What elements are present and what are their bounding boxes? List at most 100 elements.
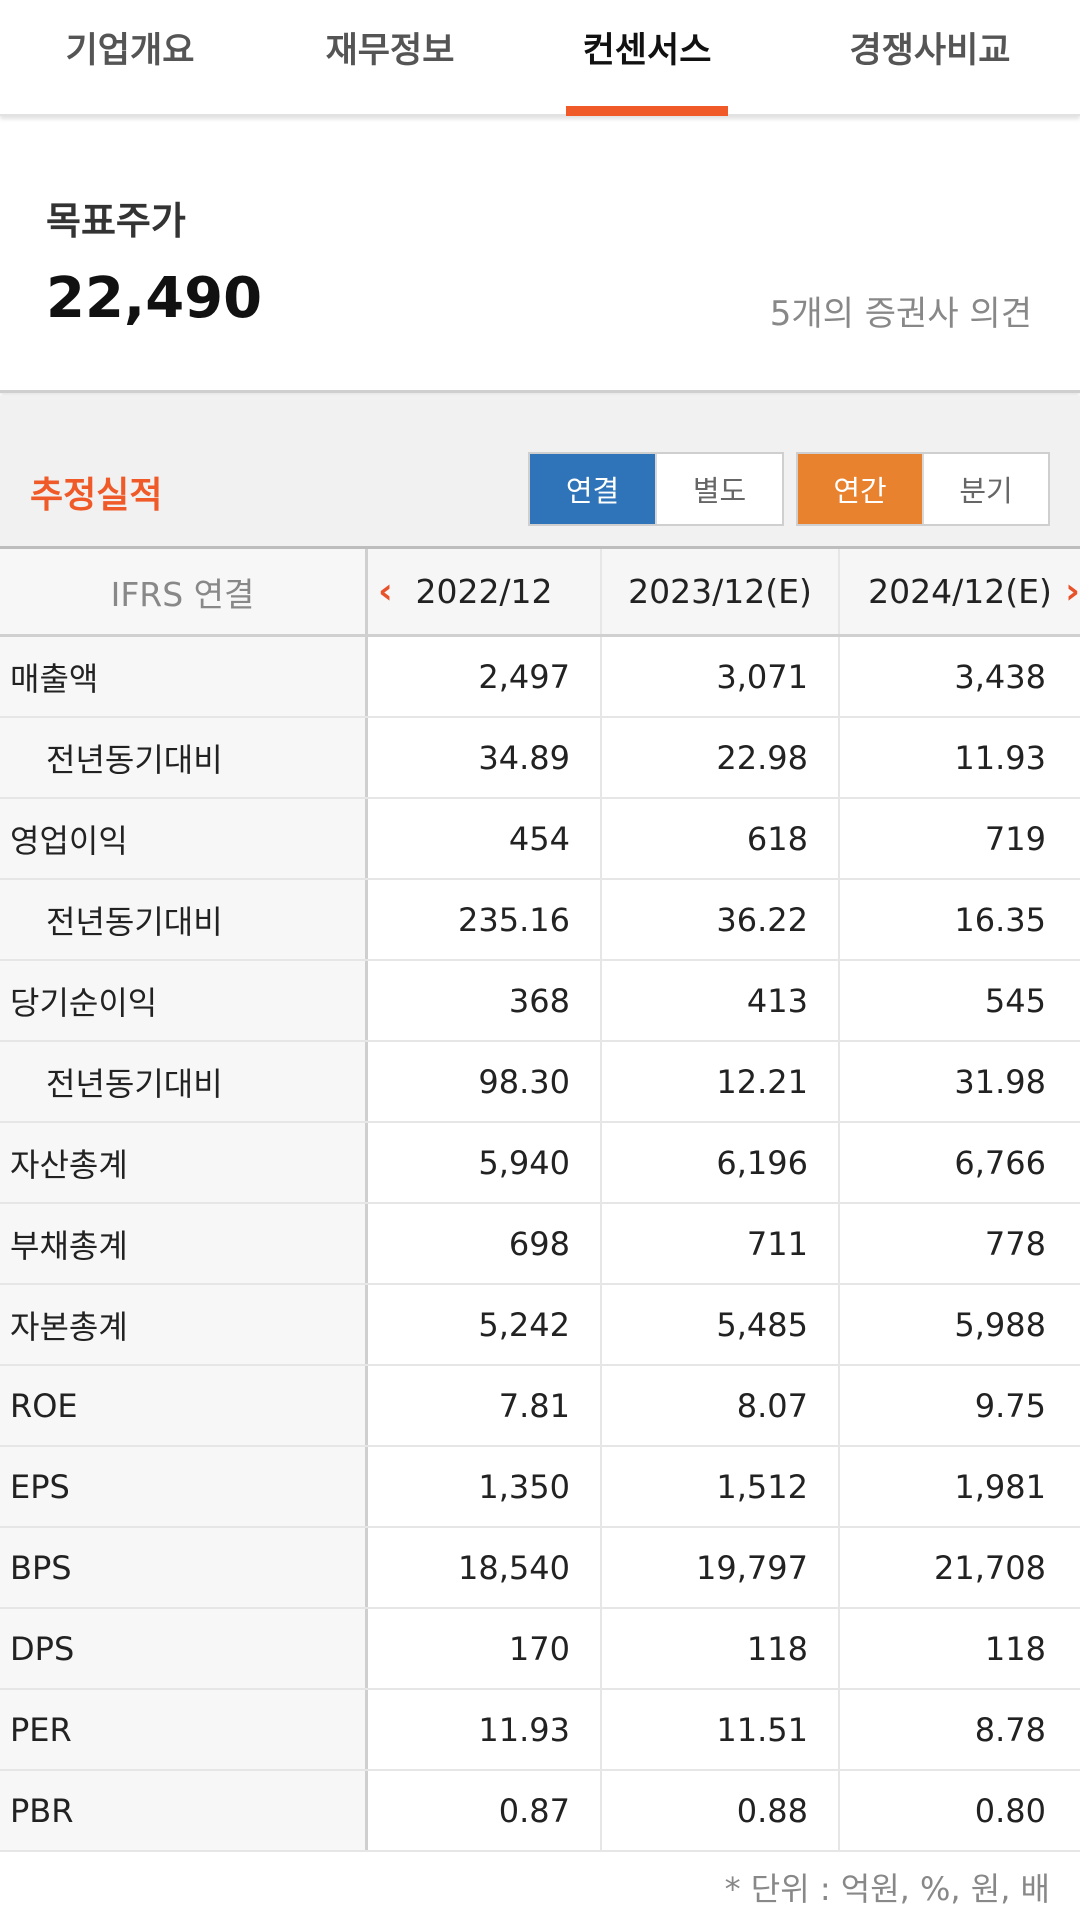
row-value: 6,766 [954, 1143, 1046, 1182]
table-row: 전년동기대비 98.30 12.21 31.98 [0, 1042, 1080, 1123]
row-value: 34.89 [368, 718, 602, 797]
tab-competitor-compare[interactable]: 경쟁사비교 [849, 30, 1011, 71]
tab-financial-info[interactable]: 재무정보 [325, 30, 455, 71]
target-price-label: 목표주가 [46, 199, 186, 243]
header-col-1-label: 2022/12 [415, 572, 553, 611]
row-value: 5,242 [368, 1285, 602, 1364]
row-value: 545 [984, 981, 1046, 1020]
header-col-1: ‹ 2022/12 [368, 549, 602, 634]
row-value: 18,540 [368, 1528, 602, 1607]
row-value: 170 [368, 1609, 602, 1688]
top-tab-bar: 기업개요 재무정보 컨센서스 경쟁사비교 [0, 0, 1080, 116]
period-quarterly-button[interactable]: 분기 [922, 454, 1048, 524]
table-row: 영업이익 454 618 719 [0, 799, 1080, 880]
basis-toggle: 연결 별도 [528, 452, 784, 526]
table-row: PBR 0.87 0.88 0.80 [0, 1771, 1080, 1852]
row-value: 31.98 [954, 1062, 1046, 1101]
row-label: EPS [0, 1447, 368, 1526]
table-row: DPS 170 118 118 [0, 1609, 1080, 1690]
table-row: PER 11.93 11.51 8.78 [0, 1690, 1080, 1771]
row-value: 11.51 [602, 1690, 840, 1769]
row-label: 전년동기대비 [0, 718, 368, 797]
table-row: 자산총계 5,940 6,196 6,766 [0, 1123, 1080, 1204]
row-value: 235.16 [368, 880, 602, 959]
row-value: 778 [984, 1224, 1046, 1263]
row-value: 5,988 [954, 1305, 1046, 1344]
row-value: 454 [368, 799, 602, 878]
row-label: 부채총계 [0, 1204, 368, 1283]
row-label: 영업이익 [0, 799, 368, 878]
row-label: 전년동기대비 [0, 1042, 368, 1121]
tab-company-overview[interactable]: 기업개요 [65, 30, 195, 71]
row-value: 1,981 [954, 1467, 1046, 1506]
table-row: 전년동기대비 34.89 22.98 11.93 [0, 718, 1080, 799]
basis-consolidated-button[interactable]: 연결 [530, 454, 655, 524]
row-value: 711 [602, 1204, 840, 1283]
row-label: ROE [0, 1366, 368, 1445]
row-value: 413 [602, 961, 840, 1040]
table-row: 전년동기대비 235.16 36.22 16.35 [0, 880, 1080, 961]
period-toggle: 연간 분기 [796, 452, 1050, 526]
row-value: 1,512 [602, 1447, 840, 1526]
table-header-row: IFRS 연결 ‹ 2022/12 2023/12(E) 2024/12(E) … [0, 549, 1080, 637]
row-value: 22.98 [602, 718, 840, 797]
estimate-section: 추정실적 연결 별도 연간 분기 IFRS 연결 ‹ 2022/12 2023/… [0, 396, 1080, 1852]
row-value: 618 [602, 799, 840, 878]
row-value: 1,350 [368, 1447, 602, 1526]
row-value: 5,940 [368, 1123, 602, 1202]
estimate-table: IFRS 연결 ‹ 2022/12 2023/12(E) 2024/12(E) … [0, 546, 1080, 1852]
row-value: 19,797 [602, 1528, 840, 1607]
table-row: 자본총계 5,242 5,485 5,988 [0, 1285, 1080, 1366]
prev-period-icon[interactable]: ‹ [378, 571, 393, 612]
row-value: 6,196 [602, 1123, 840, 1202]
row-value: 9.75 [974, 1386, 1046, 1425]
row-value: 3,071 [602, 637, 840, 716]
table-row: ROE 7.81 8.07 9.75 [0, 1366, 1080, 1447]
row-value: 36.22 [602, 880, 840, 959]
next-period-icon[interactable]: › [1065, 571, 1080, 612]
row-label: 자산총계 [0, 1123, 368, 1202]
header-col-2: 2023/12(E) [602, 549, 840, 634]
row-label: DPS [0, 1609, 368, 1688]
target-price-card: 목표주가 22,490 5개의 증권사 의견 [0, 118, 1080, 393]
estimate-title: 추정실적 [30, 475, 163, 516]
broker-opinion-count[interactable]: 5개의 증권사 의견 [769, 294, 1032, 334]
row-value: 0.88 [602, 1771, 840, 1850]
header-col-2-label: 2023/12(E) [628, 572, 812, 611]
row-value: 3,438 [954, 657, 1046, 696]
row-value: 7.81 [368, 1366, 602, 1445]
table-row: 당기순이익 368 413 545 [0, 961, 1080, 1042]
row-label: BPS [0, 1528, 368, 1607]
table-row: EPS 1,350 1,512 1,981 [0, 1447, 1080, 1528]
target-price-value: 22,490 [46, 266, 263, 331]
row-value: 0.80 [974, 1791, 1046, 1830]
row-label: PER [0, 1690, 368, 1769]
row-value: 5,485 [602, 1285, 840, 1364]
period-annual-button[interactable]: 연간 [798, 454, 922, 524]
row-label: PBR [0, 1771, 368, 1850]
row-label: 전년동기대비 [0, 880, 368, 959]
row-value: 118 [984, 1629, 1046, 1668]
row-value: 8.78 [974, 1710, 1046, 1749]
row-value: 118 [602, 1609, 840, 1688]
header-col-3-label: 2024/12(E) [868, 572, 1052, 611]
row-value: 98.30 [368, 1042, 602, 1121]
row-value: 11.93 [954, 738, 1046, 777]
table-row: BPS 18,540 19,797 21,708 [0, 1528, 1080, 1609]
row-value: 12.21 [602, 1042, 840, 1121]
row-value: 698 [368, 1204, 602, 1283]
basis-separate-button[interactable]: 별도 [655, 454, 782, 524]
row-value: 0.87 [368, 1771, 602, 1850]
row-label: 자본총계 [0, 1285, 368, 1364]
unit-note: * 단위 : 억원, %, 원, 배 [724, 1870, 1050, 1908]
header-ifrs-label: IFRS 연결 [0, 549, 368, 634]
row-label: 당기순이익 [0, 961, 368, 1040]
row-value: 2,497 [368, 637, 602, 716]
row-value: 8.07 [602, 1366, 840, 1445]
row-value: 16.35 [954, 900, 1046, 939]
row-value: 719 [984, 819, 1046, 858]
row-label: 매출액 [0, 637, 368, 716]
row-value: 21,708 [934, 1548, 1046, 1587]
tab-consensus[interactable]: 컨센서스 [566, 0, 728, 116]
table-row: 부채총계 698 711 778 [0, 1204, 1080, 1285]
